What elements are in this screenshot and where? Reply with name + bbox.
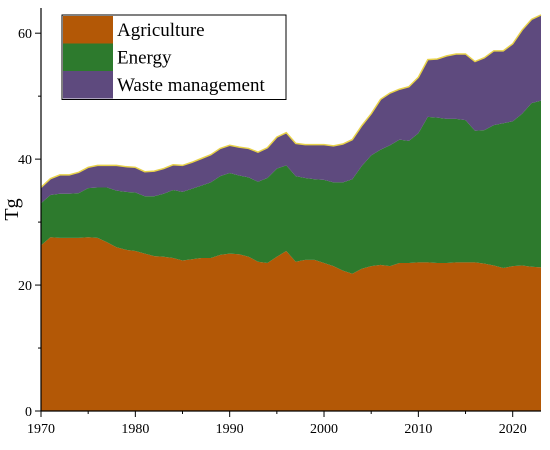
legend-swatch-waste-management bbox=[63, 71, 113, 99]
x-tick-label: 2020 bbox=[499, 422, 527, 437]
x-tick-label: 1990 bbox=[216, 422, 244, 437]
legend: Agriculture Energy Waste management bbox=[61, 14, 287, 100]
legend-label-agriculture: Agriculture bbox=[117, 20, 205, 41]
y-tick-label: 20 bbox=[18, 279, 32, 294]
tick-group: 1970 1980 1990 2000 2010 2020 0 20 40 60 bbox=[18, 27, 527, 437]
y-tick-label: 0 bbox=[25, 405, 32, 420]
axes-group bbox=[40, 8, 541, 412]
x-tick-label: 1970 bbox=[27, 422, 55, 437]
x-tick-label: 2010 bbox=[404, 422, 432, 437]
legend-label-waste-management: Waste management bbox=[117, 75, 265, 96]
area-series-group bbox=[40, 14, 542, 411]
legend-swatch-energy bbox=[63, 43, 113, 71]
x-tick-label: 2000 bbox=[310, 422, 338, 437]
area-agriculture bbox=[41, 237, 541, 411]
total-top-edge-line bbox=[40, 14, 542, 189]
legend-label-energy: Energy bbox=[117, 48, 172, 69]
area-energy bbox=[41, 100, 541, 274]
area-waste-management bbox=[41, 14, 541, 204]
y-axis-title: Tg bbox=[1, 198, 23, 220]
legend-swatch-agriculture bbox=[63, 16, 113, 44]
y-tick-label: 40 bbox=[18, 153, 32, 168]
x-tick-label: 1980 bbox=[121, 422, 149, 437]
y-tick-label: 60 bbox=[18, 27, 32, 42]
